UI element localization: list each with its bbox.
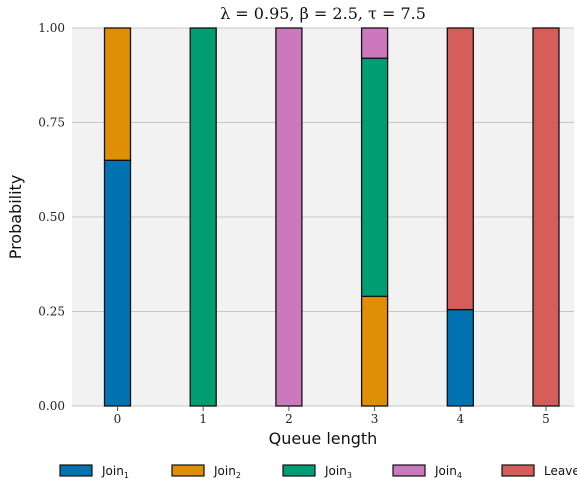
y-tick-label: 0.00: [38, 399, 65, 413]
bar-segment: [446, 308, 474, 407]
y-axis-ticks: 0.00 0.25 0.50 0.75 1.00: [38, 21, 65, 413]
legend-swatch: [501, 464, 535, 477]
bar-segment: [532, 27, 560, 407]
y-tick-label: 0.50: [38, 210, 65, 224]
y-tick-label: 0.75: [38, 116, 65, 130]
bars: [103, 27, 560, 407]
legend-label: Join4: [434, 464, 462, 480]
bar-segment: [360, 57, 389, 298]
legend-swatch: [392, 464, 426, 477]
legend-label: Join2: [213, 464, 241, 480]
x-axis-ticks: 0 1 2 3 4 5: [114, 406, 550, 426]
bar-segment: [446, 27, 474, 311]
legend-swatch: [171, 464, 205, 477]
x-tick-label: 1: [199, 412, 207, 426]
legend-subscript: 2: [236, 471, 241, 480]
x-tick-label: 0: [114, 412, 122, 426]
x-tick-label: 3: [371, 412, 379, 426]
legend-label: Join1: [101, 464, 129, 480]
legend-swatch: [282, 464, 316, 477]
y-tick-label: 0.25: [38, 305, 65, 319]
legend-label: Leave: [544, 464, 577, 478]
bar-segment: [360, 27, 389, 59]
x-tick-label: 2: [285, 412, 293, 426]
bar-segment: [275, 27, 303, 407]
legend-label: Join3: [324, 464, 352, 480]
x-tick-label: 5: [542, 412, 550, 426]
y-axis-label: Probability: [6, 175, 25, 260]
legend-swatch: [59, 464, 93, 477]
chart-title: λ = 0.95, β = 2.5, τ = 7.5: [220, 4, 426, 23]
bar-segment: [360, 295, 389, 407]
bar-segment: [103, 27, 132, 161]
legend-subscript: 4: [457, 471, 462, 480]
bar-segment: [103, 159, 132, 407]
legend-subscript: 3: [347, 471, 352, 480]
y-tick-label: 1.00: [38, 21, 65, 35]
grid-lines: [72, 27, 574, 407]
legend-subscript: 1: [124, 471, 129, 480]
x-axis-label: Queue length: [269, 429, 378, 448]
x-tick-label: 4: [456, 412, 464, 426]
legend: Join1 Join2 Join3 Join4 Leave: [59, 464, 577, 480]
bar-segment: [189, 27, 217, 407]
